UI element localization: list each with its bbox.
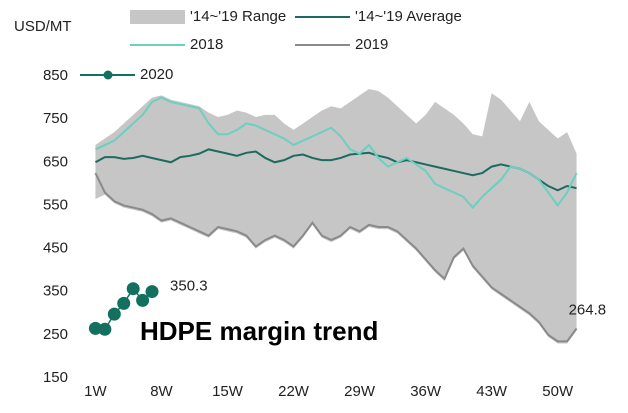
series-line (95, 96, 578, 210)
series-line (94, 148, 577, 192)
y-tick-label: 150 (43, 369, 68, 386)
x-tick-label: 15W (212, 383, 244, 400)
x-tick-label: 22W (278, 383, 310, 400)
legend-marker (103, 70, 113, 80)
series-marker (136, 293, 150, 307)
x-tick-label: 29W (344, 383, 376, 400)
x-tick-label: 36W (410, 383, 442, 400)
range-band (95, 88, 577, 344)
series-line (94, 172, 578, 343)
series-marker (145, 285, 159, 299)
legend-swatch (130, 10, 185, 24)
y-tick-label: 350 (43, 283, 68, 300)
y-tick-label: 450 (43, 240, 68, 257)
series-marker (88, 321, 102, 335)
x-tick-label: 8W (150, 383, 173, 400)
legend-label: 2018 (190, 36, 223, 53)
y-tick-label: 550 (43, 196, 68, 213)
value-label: 264.8 (569, 301, 607, 318)
value-label: 350.3 (170, 278, 208, 295)
y-tick-label: 250 (43, 326, 68, 343)
series-marker (117, 296, 131, 310)
y-tick-label: 650 (43, 153, 68, 170)
y-tick-label: 850 (43, 67, 68, 84)
series-marker (107, 307, 121, 321)
series-marker (126, 282, 140, 296)
x-tick-label: 43W (476, 383, 508, 400)
x-tick-label: 1W (84, 383, 107, 400)
legend-label: 2020 (140, 66, 173, 83)
y-axis-label: USD/MT (14, 18, 72, 35)
y-tick-label: 750 (43, 110, 68, 127)
x-tick-label: 50W (542, 383, 574, 400)
legend-label: '14~'19 Average (355, 8, 462, 25)
annotation: HDPE margin trend (140, 316, 378, 346)
legend-label: '14~'19 Range (190, 8, 286, 25)
series-marker (98, 322, 112, 336)
legend-label: 2019 (355, 36, 388, 53)
